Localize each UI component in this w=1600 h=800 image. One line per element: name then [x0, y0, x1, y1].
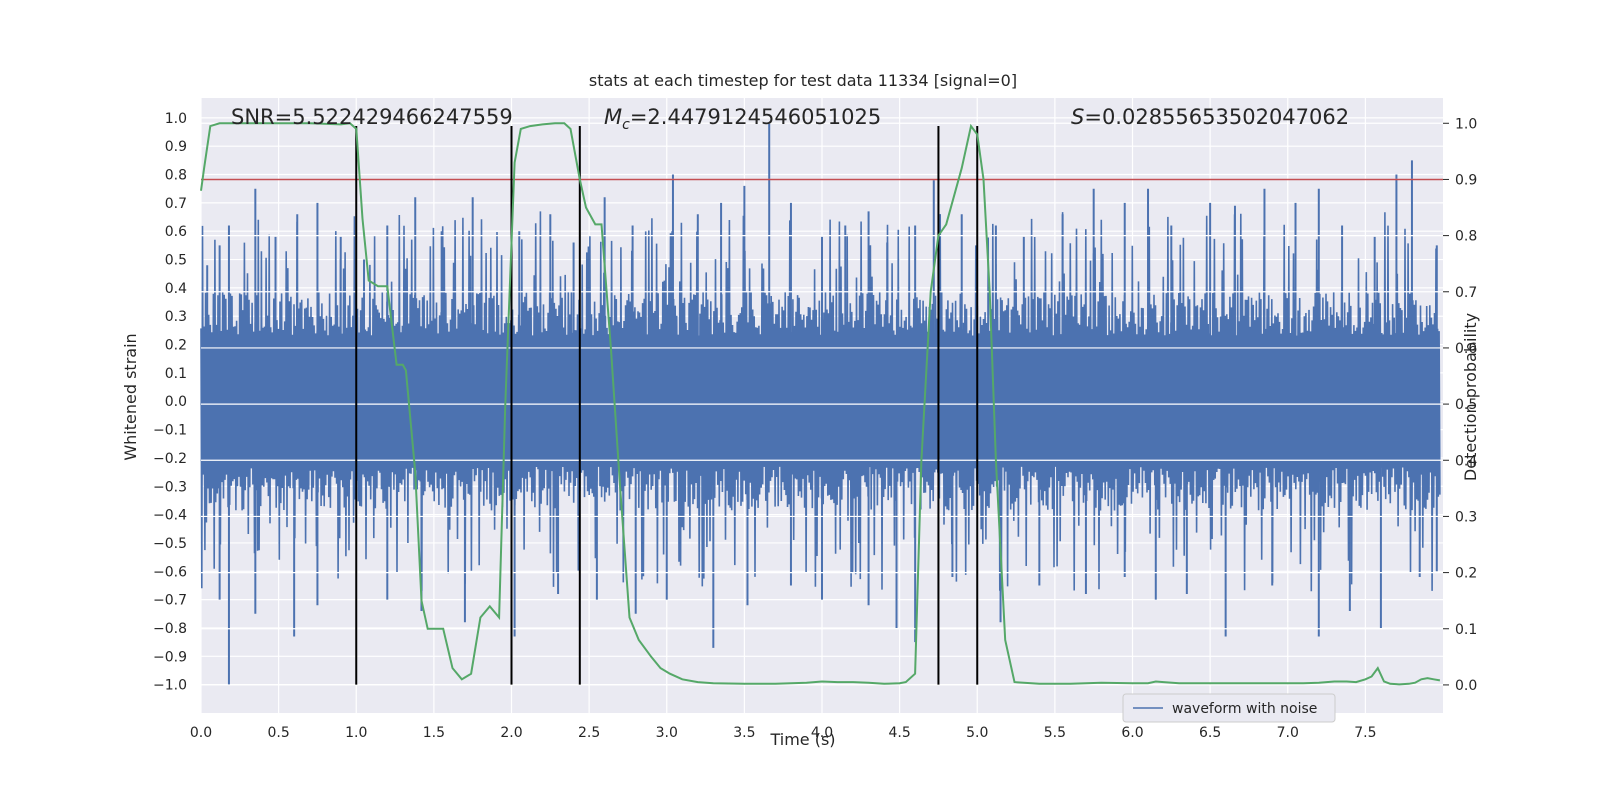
x-tick-label: 0.0: [190, 725, 212, 741]
y-left-tick-label: 1.0: [165, 111, 187, 127]
y-left-axis-label: Whitened strain: [121, 333, 140, 460]
x-tick-label: 6.0: [1121, 725, 1143, 741]
y-left-tick-label: −0.9: [153, 649, 187, 665]
y-left-tick-label: 0.0: [165, 394, 187, 410]
y-right-tick-label: 0.1: [1455, 622, 1477, 638]
x-tick-label: 1.5: [423, 725, 445, 741]
y-left-tick-label: 0.1: [165, 366, 187, 382]
right-axis-grid: [201, 122, 1443, 686]
x-tick-label: 4.5: [888, 725, 910, 741]
y-right-axis-label: Detection probability: [1461, 313, 1480, 481]
legend-box: [1122, 693, 1336, 723]
x-tick-label: 0.5: [267, 725, 289, 741]
y-left-tick-label: 0.5: [165, 253, 187, 269]
y-left-tick-label: 0.2: [165, 338, 187, 354]
y-right-tick-label: 0.4: [1455, 453, 1477, 469]
y-left-tick-label: −1.0: [153, 678, 187, 694]
x-tick-label: 2.0: [500, 725, 522, 741]
x-axis-label: Time (s): [769, 730, 835, 749]
chirp-mass-value: =2.4479124546051025: [630, 105, 881, 129]
legend: waveform with noise: [1122, 693, 1336, 723]
x-tick-label: 5.5: [1044, 725, 1066, 741]
probability-line: [200, 122, 1441, 686]
x-tick-label: 3.0: [656, 725, 678, 741]
y-left-tick-label: −0.2: [153, 451, 187, 467]
y-right-tick-label: 0.8: [1455, 229, 1477, 245]
x-tick-label: 7.0: [1277, 725, 1299, 741]
y-left-tick-label: −0.3: [153, 479, 187, 495]
chirp-mass-symbol: M: [604, 105, 622, 129]
y-right-tick-label: 0.7: [1455, 285, 1477, 301]
legend-label: waveform with noise: [1172, 701, 1317, 717]
y-left-tick-label: 0.4: [165, 281, 187, 297]
y-left-tick-label: −0.1: [153, 423, 187, 439]
detection-probability-series: [200, 122, 1441, 686]
waveform-line: [200, 211, 1441, 592]
chirp-mass-annotation: Mc=2.4479124546051025: [604, 105, 881, 133]
chart-title: stats at each timestep for test data 113…: [589, 71, 1017, 90]
x-tick-label: 3.5: [733, 725, 755, 741]
s-annotation: S=0.02855653502047062: [1071, 105, 1349, 129]
snr-annotation: SNR=5.522429466247559: [231, 105, 513, 129]
y-right-tick-label: 0.3: [1455, 509, 1477, 525]
y-left-tick-label: 0.8: [165, 168, 187, 184]
y-left-tick-label: −0.4: [153, 508, 187, 524]
y-left-tick-label: −0.6: [153, 564, 187, 580]
y-left-axis-ticks: 1.0 0.9 0.8 0.7 0.6 0.5 0.4 0.3 0.2 0.1 0.0 −0.1 −0.…: [153, 111, 187, 694]
y-left-tick-label: −0.5: [153, 536, 187, 552]
x-axis-ticks: 0.0 0.5 1.0 1.5 2.0 2.5 3.0 3.5 4.0 4.5 5.0 5.5 6.0 6…: [190, 725, 1377, 741]
y-left-tick-label: −0.8: [153, 621, 187, 637]
y-right-tick-label: 0.6: [1455, 341, 1477, 357]
y-right-tick-label: 0.0: [1455, 678, 1477, 694]
y-right-axis-ticks: 1.0 0.9 0.8 0.7 0.6 0.5 0.4 0.3 0.2 0.1 0.0: [1443, 116, 1477, 694]
y-left-tick-label: 0.7: [165, 196, 187, 212]
y-left-tick-label: −0.7: [153, 593, 187, 609]
y-right-tick-label: 1.0: [1455, 116, 1477, 132]
y-right-tick-label: 0.5: [1455, 397, 1477, 413]
waveform-series: [200, 123, 1441, 685]
x-tick-label: 1.0: [345, 725, 367, 741]
x-tick-label: 5.0: [966, 725, 988, 741]
x-tick-label: 2.5: [578, 725, 600, 741]
x-tick-label: 4.0: [811, 725, 833, 741]
y-right-tick-label: 0.9: [1455, 172, 1477, 188]
s-symbol: S: [1071, 105, 1084, 129]
y-left-tick-label: 0.9: [165, 139, 187, 155]
s-value: =0.02855653502047062: [1084, 105, 1349, 129]
x-tick-label: 6.5: [1199, 725, 1221, 741]
x-tick-label: 7.5: [1354, 725, 1376, 741]
y-left-tick-label: 0.3: [165, 309, 187, 325]
y-left-tick-label: 0.6: [165, 224, 187, 240]
chirp-mass-subscript: c: [622, 117, 630, 133]
y-right-tick-label: 0.2: [1455, 566, 1477, 582]
